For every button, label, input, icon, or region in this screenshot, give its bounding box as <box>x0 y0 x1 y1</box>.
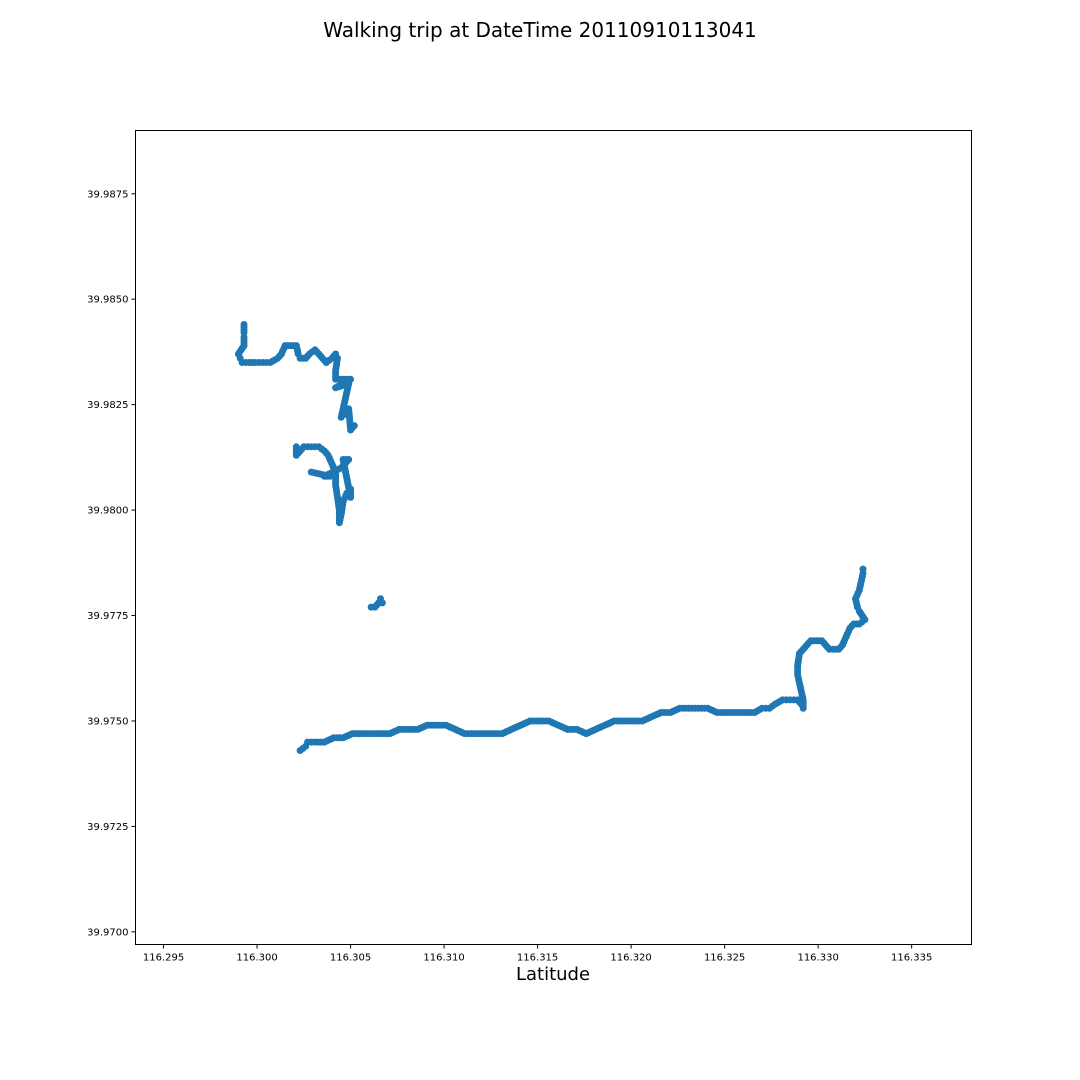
x-tick-label: 116.330 <box>797 953 838 964</box>
y-tick-label: 39.9850 <box>87 295 128 306</box>
scatter-point <box>307 468 315 476</box>
x-tick-label: 116.295 <box>143 953 184 964</box>
y-tick-label: 39.9725 <box>87 822 128 833</box>
x-axis-label: Latitude <box>516 964 590 985</box>
y-tick-label: 39.9875 <box>87 189 128 200</box>
plot-area <box>135 130 972 945</box>
scatter-point <box>859 565 867 573</box>
y-axis-ticks: 39.9700 39.9725 39.9750 39.9775 39.9800 39.98… <box>87 189 136 938</box>
axes-frame <box>135 130 972 945</box>
x-tick-label: 116.315 <box>517 953 558 964</box>
scatter-point <box>350 422 358 430</box>
chart-title: Walking trip at DateTime 20110910113041 <box>323 18 757 42</box>
scatter-point <box>378 599 386 607</box>
x-tick-label: 116.305 <box>330 953 371 964</box>
y-tick-label: 39.9750 <box>87 716 128 727</box>
x-tick-label: 116.335 <box>891 953 932 964</box>
x-tick-label: 116.325 <box>704 953 745 964</box>
y-tick-label: 39.9775 <box>87 611 128 622</box>
y-tick-label: 39.9825 <box>87 400 128 411</box>
x-tick-label: 116.320 <box>610 953 651 964</box>
x-tick-label: 116.310 <box>423 953 464 964</box>
x-axis-ticks: 116.295 116.300 116.305 116.310 116.315 116.3… <box>143 944 932 964</box>
y-tick-label: 39.9800 <box>87 506 128 517</box>
y-tick-label: 39.9700 <box>87 927 128 938</box>
x-tick-label: 116.300 <box>236 953 277 964</box>
scatter-points <box>234 321 869 754</box>
